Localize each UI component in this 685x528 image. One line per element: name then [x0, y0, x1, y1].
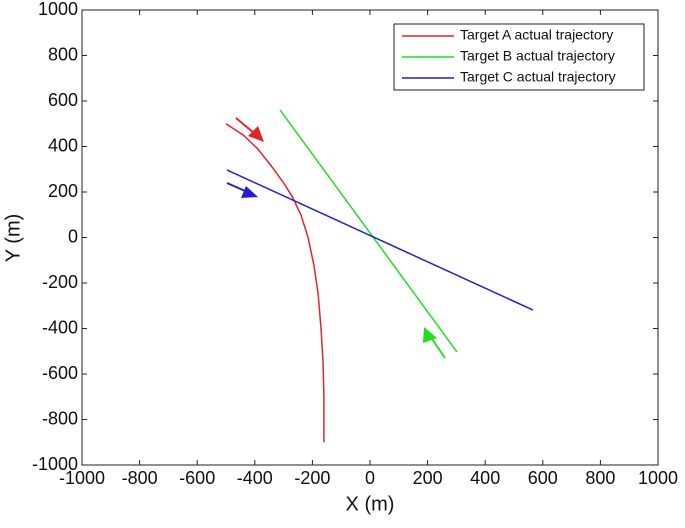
y-tick-label: -600 [42, 363, 78, 383]
x-tick-label: 200 [413, 468, 443, 488]
x-tick-label: -600 [179, 468, 215, 488]
legend-label: Target C actual trajectory [460, 69, 616, 85]
y-tick-label: -200 [42, 272, 78, 292]
x-axis-label: X (m) [346, 493, 395, 515]
arrows [226, 117, 446, 359]
x-tick-label: 0 [365, 468, 375, 488]
y-tick-label: 600 [48, 90, 78, 110]
y-tick-label: 1000 [38, 0, 78, 19]
series-line [225, 123, 325, 443]
x-tick-label: -800 [122, 468, 158, 488]
legend: Target A actual trajectory Target B actua… [393, 23, 645, 91]
legend-label: Target B actual trajectory [460, 48, 615, 64]
y-tick-label: 200 [48, 181, 78, 201]
y-tick-label: -400 [42, 317, 78, 337]
legend-label: Target A actual trajectory [460, 27, 613, 43]
x-tick-label: -400 [237, 468, 273, 488]
y-tick-label: -800 [42, 408, 78, 428]
y-tick-label: 0 [68, 226, 78, 246]
x-tick-label: -1000 [59, 468, 105, 488]
x-tick-label: 600 [528, 468, 558, 488]
x-tick-label: 400 [470, 468, 500, 488]
series-line [226, 169, 534, 311]
y-axis-label: Y (m) [2, 214, 24, 263]
x-tick-label: 800 [585, 468, 615, 488]
y-tick-label: -1000 [32, 454, 78, 474]
x-tick-label: -200 [294, 468, 330, 488]
y-tick-label: 400 [48, 135, 78, 155]
y-tick-label: 800 [48, 44, 78, 64]
series-line [279, 109, 458, 353]
x-tick-label: 1000 [638, 468, 678, 488]
